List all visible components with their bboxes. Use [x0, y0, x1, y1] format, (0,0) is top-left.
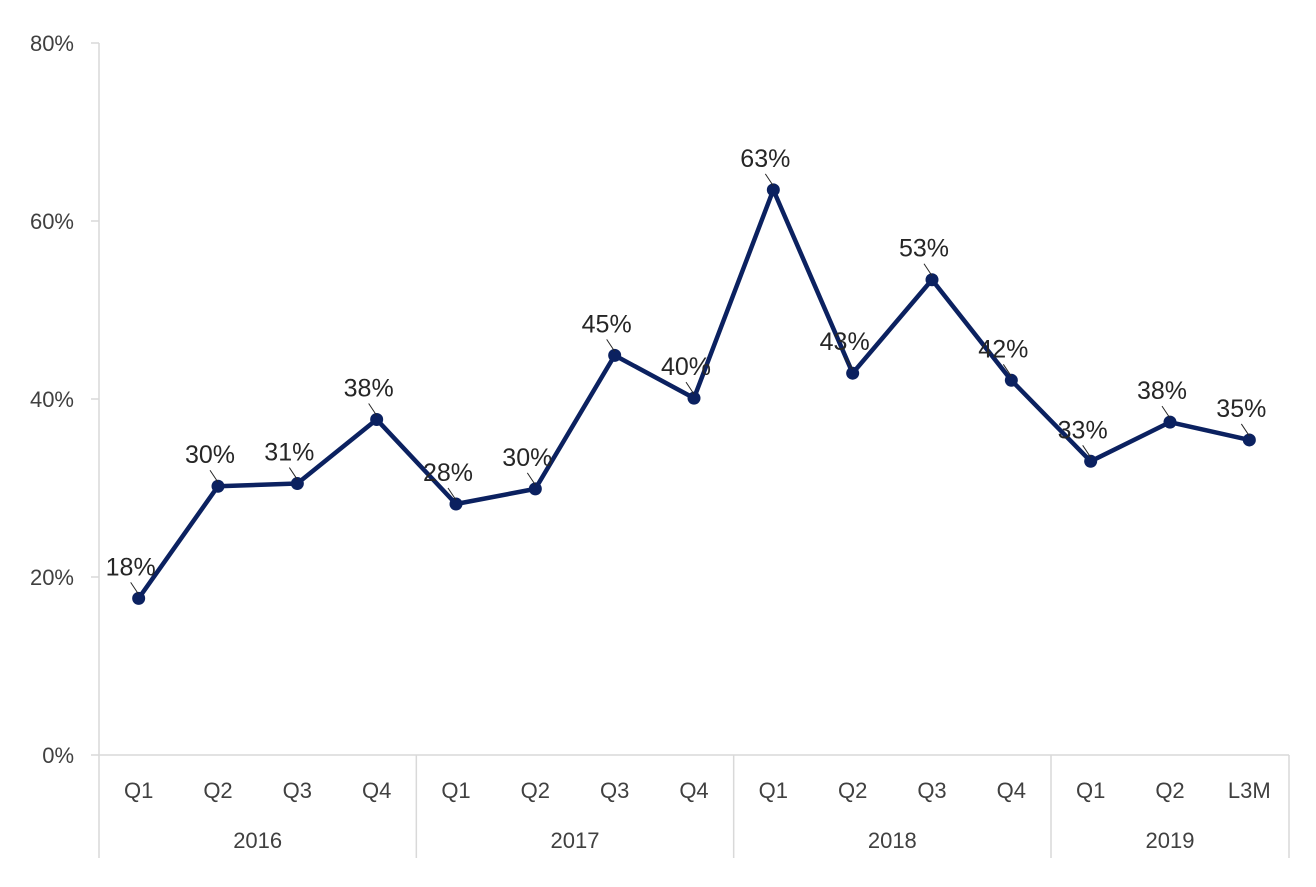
data-label-leader: [685, 381, 695, 395]
y-axis-ticks: 0% 20% 40% 60% 80%: [30, 31, 99, 768]
data-label: 31%: [264, 439, 314, 467]
data-label-leader: [526, 472, 536, 486]
x-tick-label: Q2: [521, 778, 550, 803]
data-point: [846, 366, 860, 380]
data-label: 30%: [502, 444, 552, 472]
data-point: [766, 183, 780, 197]
x-tick-label: Q2: [1155, 778, 1184, 803]
x-axis-groups: 2016 2017 2018 2019: [233, 755, 1194, 858]
data-labels: 18% 30% 31% 38% 28% 30% 45% 40% 63% 43% 53% 42% 33% 3…: [106, 145, 1266, 595]
x-tick-label: Q1: [441, 778, 470, 803]
data-label-leader: [1082, 445, 1092, 458]
data-label-leader: [209, 469, 219, 483]
data-label: 33%: [1058, 416, 1108, 444]
group-label: 2016: [233, 828, 282, 853]
data-label-leader: [1002, 364, 1012, 377]
data-label: 18%: [106, 553, 156, 581]
data-point: [132, 591, 146, 605]
data-label: 43%: [820, 328, 870, 356]
x-tick-label: Q4: [997, 778, 1026, 803]
x-tick-label: Q3: [600, 778, 629, 803]
data-point: [1242, 433, 1256, 447]
axes: [98, 43, 1290, 858]
x-tick-label: Q2: [838, 778, 867, 803]
x-tick-label: Q2: [203, 778, 232, 803]
x-tick-label: Q1: [124, 778, 153, 803]
data-label: 40%: [661, 353, 711, 381]
x-tick-label: Q1: [1076, 778, 1105, 803]
series: [132, 183, 1256, 605]
data-point: [370, 412, 384, 426]
data-point: [211, 479, 225, 493]
data-label-leader: [447, 487, 457, 501]
y-tick-label: 40%: [30, 387, 74, 412]
data-label-leader: [1161, 405, 1171, 419]
data-label-leader: [130, 582, 140, 595]
data-point: [1084, 454, 1098, 468]
group-label: 2019: [1146, 828, 1195, 853]
data-label: 30%: [185, 441, 235, 469]
data-point: [449, 497, 463, 511]
data-label: 38%: [344, 374, 394, 402]
data-label: 42%: [978, 335, 1028, 363]
data-label: 28%: [423, 459, 473, 487]
data-label-leader: [606, 339, 616, 352]
x-tick-label: Q3: [283, 778, 312, 803]
x-tick-label: L3M: [1228, 778, 1271, 803]
data-label: 35%: [1216, 395, 1266, 423]
data-label: 63%: [740, 145, 790, 173]
y-tick-label: 80%: [30, 31, 74, 56]
x-tick-label: Q4: [679, 778, 708, 803]
group-label: 2017: [551, 828, 600, 853]
data-label-leader: [923, 263, 933, 277]
y-tick-label: 20%: [30, 565, 74, 590]
group-label: 2018: [868, 828, 917, 853]
x-tick-label: Q1: [759, 778, 788, 803]
y-tick-label: 60%: [30, 209, 74, 234]
x-tick-label: Q3: [917, 778, 946, 803]
data-point: [528, 482, 542, 496]
data-point: [925, 273, 939, 287]
x-axis-ticks: Q1 Q2 Q3 Q4 Q1 Q2 Q3 Q4 Q1 Q2 Q3 Q4 Q1 Q2 L3M: [124, 778, 1271, 803]
data-label-leader: [1240, 423, 1250, 437]
data-point: [1163, 415, 1177, 429]
data-label-leader: [288, 467, 298, 480]
data-point: [290, 477, 304, 491]
y-tick-label: 0%: [42, 743, 74, 768]
data-point: [608, 348, 622, 362]
data-label-leader: [368, 403, 378, 416]
data-label: 38%: [1137, 377, 1187, 405]
data-point: [1004, 373, 1018, 387]
data-label-leader: [844, 356, 854, 370]
data-point: [687, 391, 701, 405]
data-label-leader: [764, 173, 774, 187]
data-label: 53%: [899, 235, 949, 263]
data-label: 45%: [582, 310, 632, 338]
x-tick-label: Q4: [362, 778, 391, 803]
